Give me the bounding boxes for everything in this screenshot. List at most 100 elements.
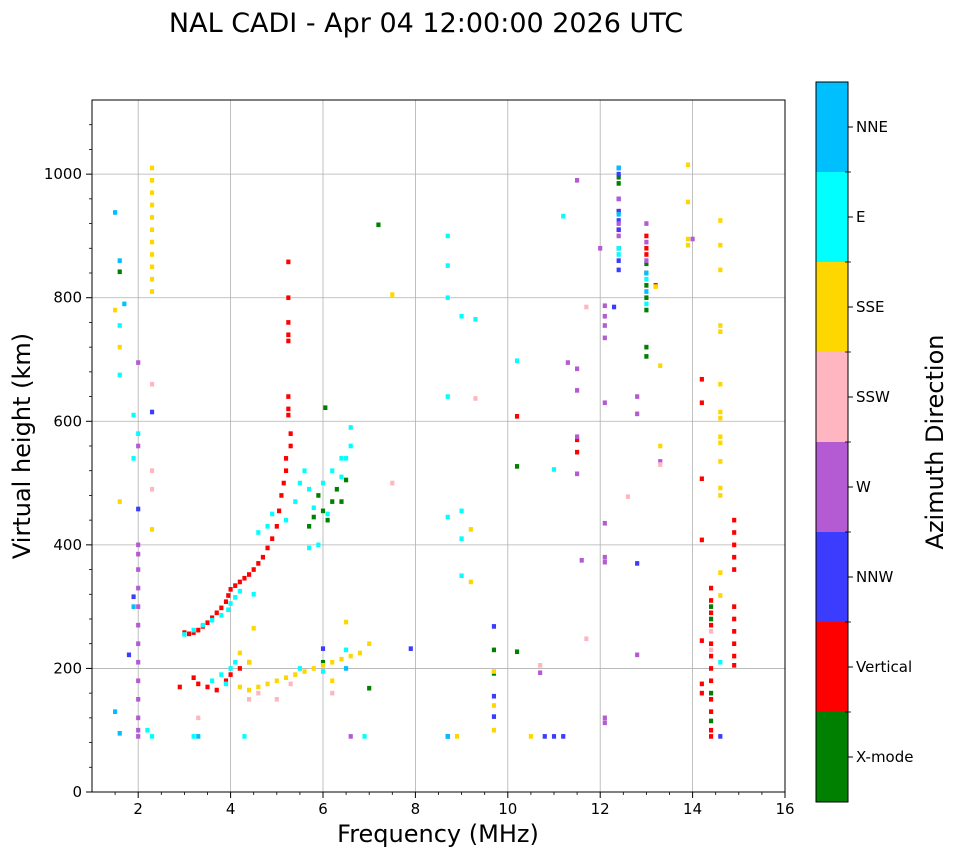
echo-point-e bbox=[145, 727, 150, 733]
echo-point-sse bbox=[718, 570, 723, 575]
echo-point-nne bbox=[113, 210, 118, 215]
echo-point-sse bbox=[718, 329, 723, 335]
echo-point-e bbox=[339, 474, 344, 480]
echo-point-vertical bbox=[270, 536, 275, 541]
echo-point-e bbox=[330, 468, 335, 474]
echo-point-sse bbox=[247, 659, 252, 665]
colorbar-label: Azimuth Direction bbox=[921, 335, 949, 550]
echo-point-e bbox=[459, 313, 464, 319]
echo-point-nnw bbox=[136, 506, 141, 512]
echo-point-w bbox=[616, 233, 621, 239]
x-tick-label: 6 bbox=[318, 800, 328, 818]
echo-point-vertical bbox=[732, 641, 737, 647]
echo-point-sse bbox=[149, 202, 155, 208]
echo-points bbox=[113, 162, 737, 739]
echo-point-sse bbox=[339, 656, 344, 662]
echo-point-e bbox=[718, 659, 723, 665]
echo-point-e bbox=[644, 301, 649, 307]
echo-point-x-mode bbox=[644, 354, 649, 359]
echo-point-w bbox=[602, 303, 607, 309]
echo-point-e bbox=[445, 514, 450, 520]
echo-point-e bbox=[362, 734, 367, 739]
echo-point-ssw bbox=[149, 381, 155, 387]
echo-point-nne bbox=[616, 165, 621, 171]
echo-point-ssw bbox=[149, 486, 155, 492]
x-axis-label: Frequency (MHz) bbox=[337, 820, 539, 848]
echo-point-sse bbox=[685, 199, 691, 205]
echo-point-x-mode bbox=[514, 464, 520, 469]
echo-point-vertical bbox=[223, 599, 229, 605]
echo-point-vertical bbox=[732, 653, 737, 659]
echo-point-vertical bbox=[732, 629, 737, 634]
echo-point-vertical bbox=[709, 666, 714, 671]
echo-point-sse bbox=[293, 672, 298, 677]
echo-point-e bbox=[644, 276, 649, 282]
echo-point-vertical bbox=[709, 610, 714, 616]
echo-point-vertical bbox=[732, 567, 737, 572]
colorbar-segment bbox=[816, 262, 848, 352]
echo-point-nnw bbox=[149, 409, 155, 415]
echo-point-nnw bbox=[551, 734, 557, 739]
colorbar: X-mode Vertical NNW W SSW SSE E NNE bbox=[815, 81, 913, 803]
echo-point-nnw bbox=[611, 304, 617, 310]
echo-point-ssw bbox=[288, 681, 293, 687]
echo-point-x-mode bbox=[616, 174, 621, 180]
echo-point-vertical bbox=[283, 456, 289, 461]
echo-point-w bbox=[575, 178, 580, 183]
echo-point-vertical bbox=[233, 583, 238, 588]
echo-point-vertical bbox=[277, 508, 282, 514]
echo-point-sse bbox=[658, 363, 663, 368]
echo-point-nne bbox=[131, 604, 136, 609]
echo-point-vertical bbox=[732, 604, 737, 609]
echo-point-vertical bbox=[237, 666, 242, 671]
grid-lines bbox=[92, 100, 785, 792]
echo-point-vertical bbox=[281, 480, 286, 486]
echo-point-sse bbox=[149, 289, 155, 294]
echo-point-vertical bbox=[214, 687, 219, 693]
echo-point-e bbox=[459, 508, 464, 514]
echo-point-w bbox=[602, 323, 607, 328]
colorbar-segment bbox=[816, 712, 848, 802]
echo-point-sse bbox=[718, 267, 723, 273]
echo-point-x-mode bbox=[709, 604, 714, 609]
echo-point-sse bbox=[113, 307, 118, 313]
echo-point-w bbox=[136, 360, 141, 365]
echo-point-e bbox=[445, 295, 450, 301]
echo-point-ssw bbox=[709, 647, 714, 653]
echo-point-sse bbox=[251, 625, 256, 631]
echo-point-e bbox=[131, 412, 136, 418]
echo-point-x-mode bbox=[307, 524, 312, 529]
echo-point-w bbox=[136, 604, 141, 609]
echo-point-sse bbox=[149, 527, 155, 532]
echo-point-vertical bbox=[699, 638, 704, 643]
echo-point-sse bbox=[718, 485, 723, 491]
echo-point-e bbox=[616, 252, 621, 257]
echo-point-e bbox=[297, 666, 302, 671]
echo-point-x-mode bbox=[316, 493, 321, 498]
echo-point-nne bbox=[644, 270, 649, 276]
echo-point-x-mode bbox=[323, 405, 328, 411]
echo-point-vertical bbox=[214, 610, 219, 616]
echo-point-x-mode bbox=[616, 181, 621, 186]
echo-point-w bbox=[644, 258, 649, 263]
echo-point-vertical bbox=[226, 593, 231, 598]
echo-point-sse bbox=[320, 663, 326, 668]
echo-point-sse bbox=[528, 734, 533, 739]
echo-point-w bbox=[635, 394, 640, 399]
echo-point-vertical bbox=[251, 567, 256, 572]
echo-point-w bbox=[635, 411, 640, 417]
echo-point-x-mode bbox=[376, 222, 381, 228]
echo-point-e bbox=[228, 601, 233, 606]
echo-point-sse bbox=[149, 178, 155, 183]
echo-point-e bbox=[233, 595, 238, 600]
echo-point-vertical bbox=[575, 437, 580, 443]
echo-point-w bbox=[635, 652, 640, 658]
echo-point-nnw bbox=[635, 561, 640, 566]
echo-point-vertical bbox=[709, 585, 714, 591]
echo-point-sse bbox=[149, 276, 155, 282]
echo-point-sse bbox=[454, 734, 460, 739]
echo-point-sse bbox=[491, 703, 497, 708]
echo-point-vertical bbox=[210, 615, 215, 621]
echo-point-sse bbox=[718, 415, 723, 421]
echo-point-w bbox=[644, 221, 649, 226]
